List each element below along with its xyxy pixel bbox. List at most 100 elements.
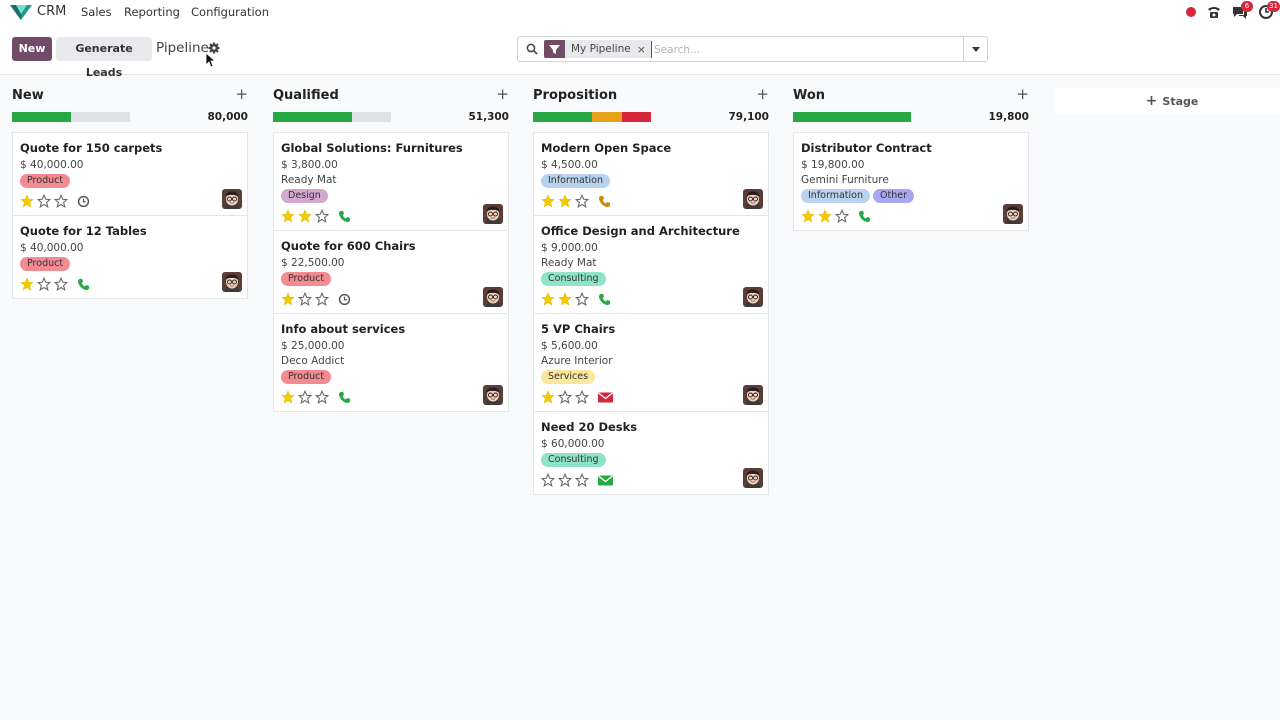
phone-icon[interactable] (338, 391, 351, 404)
kanban-card[interactable]: Quote for 150 carpets $ 40,000.00 Product (12, 132, 248, 216)
tag-badge: Consulting (541, 453, 606, 467)
gear-icon[interactable] (208, 42, 220, 54)
phone-icon[interactable] (598, 293, 611, 306)
star-empty-icon[interactable] (558, 390, 572, 404)
card-list: Modern Open Space $ 4,500.00 Information Of… (533, 132, 769, 495)
phone-icon[interactable] (858, 210, 871, 223)
star-empty-icon[interactable] (558, 473, 572, 487)
avatar[interactable] (743, 468, 763, 488)
phone-systray-icon[interactable] (1206, 4, 1222, 20)
star-empty-icon[interactable] (54, 194, 68, 208)
new-button[interactable]: New (12, 37, 52, 61)
star-filled-icon[interactable] (281, 292, 295, 306)
star-filled-icon[interactable] (541, 194, 555, 208)
menu-configuration[interactable]: Configuration (191, 5, 269, 19)
phone-icon[interactable] (77, 278, 90, 291)
progress-segment[interactable] (533, 112, 592, 122)
search-input[interactable] (651, 41, 961, 58)
star-empty-icon[interactable] (835, 209, 849, 223)
avatar[interactable] (743, 287, 763, 307)
star-empty-icon[interactable] (315, 209, 329, 223)
activity-clock-icon[interactable]: 31 (1258, 1, 1280, 20)
avatar[interactable] (743, 189, 763, 209)
star-empty-icon[interactable] (54, 277, 68, 291)
star-empty-icon[interactable] (575, 473, 589, 487)
star-empty-icon[interactable] (575, 390, 589, 404)
menu-reporting[interactable]: Reporting (124, 5, 180, 19)
star-filled-icon[interactable] (558, 194, 572, 208)
star-empty-icon[interactable] (575, 194, 589, 208)
star-empty-icon[interactable] (315, 390, 329, 404)
star-empty-icon[interactable] (575, 292, 589, 306)
column-quick-create-button[interactable]: + (756, 85, 769, 103)
avatar[interactable] (483, 385, 503, 405)
star-filled-icon[interactable] (541, 292, 555, 306)
star-filled-icon[interactable] (298, 209, 312, 223)
tag-badge: Information (541, 174, 610, 188)
kanban-card[interactable]: Distributor Contract $ 19,800.00 Gemini Fu… (793, 132, 1029, 231)
progress-segment[interactable] (592, 112, 622, 122)
star-filled-icon[interactable] (20, 277, 34, 291)
add-stage-button[interactable]: + Stage (1055, 88, 1280, 114)
star-filled-icon[interactable] (541, 390, 555, 404)
column-quick-create-button[interactable]: + (1016, 85, 1029, 103)
progress-segment[interactable] (273, 112, 353, 122)
menu-sales[interactable]: Sales (81, 5, 112, 19)
clock-icon[interactable] (77, 195, 90, 208)
star-empty-icon[interactable] (37, 277, 51, 291)
top-navbar: CRM Sales Reporting Configuration 6 31 (0, 0, 1280, 24)
column-progress-bar (273, 112, 391, 122)
app-name[interactable]: CRM (37, 4, 67, 19)
progress-segment[interactable] (793, 112, 911, 122)
generate-leads-button[interactable]: Generate Leads (56, 37, 152, 79)
phone-icon[interactable] (598, 195, 611, 208)
envelope-icon[interactable] (598, 391, 613, 404)
avatar[interactable] (483, 287, 503, 307)
star-filled-icon[interactable] (818, 209, 832, 223)
envelope-icon[interactable] (598, 474, 613, 487)
star-empty-icon[interactable] (315, 292, 329, 306)
column-quick-create-button[interactable]: + (496, 85, 509, 103)
kanban-card[interactable]: Modern Open Space $ 4,500.00 Information (533, 132, 769, 216)
crm-logo-icon[interactable] (10, 3, 32, 21)
star-empty-icon[interactable] (37, 194, 51, 208)
star-filled-icon[interactable] (281, 390, 295, 404)
avatar[interactable] (222, 272, 242, 292)
phone-icon[interactable] (338, 210, 351, 223)
kanban-card[interactable]: Info about services $ 25,000.00 Deco Addic… (273, 313, 509, 412)
kanban-card[interactable]: Office Design and Architecture $ 9,000.00… (533, 215, 769, 314)
filter-remove-button[interactable]: × (636, 42, 646, 56)
avatar[interactable] (483, 204, 503, 224)
progress-segment[interactable] (621, 112, 651, 122)
search-options-toggle[interactable] (963, 37, 987, 61)
card-footer (281, 291, 501, 307)
avatar[interactable] (222, 189, 242, 209)
filter-icon (544, 40, 565, 58)
kanban-card[interactable]: Quote for 600 Chairs $ 22,500.00 Product (273, 230, 509, 314)
star-filled-icon[interactable] (281, 209, 295, 223)
kanban-card[interactable]: Need 20 Desks $ 60,000.00 Consulting (533, 411, 769, 495)
column-quick-create-button[interactable]: + (235, 85, 248, 103)
star-empty-icon[interactable] (541, 473, 555, 487)
kanban-card[interactable]: 5 VP Chairs $ 5,600.00 Azure Interior Servi… (533, 313, 769, 412)
star-filled-icon[interactable] (558, 292, 572, 306)
star-empty-icon[interactable] (298, 390, 312, 404)
progress-segment[interactable] (12, 112, 71, 122)
search-bar: My Pipeline × (517, 36, 988, 62)
avatar[interactable] (1003, 204, 1023, 224)
chat-icon[interactable]: 6 (1232, 1, 1253, 20)
star-filled-icon[interactable] (20, 194, 34, 208)
column-title[interactable]: Won (793, 88, 826, 103)
clock-icon[interactable] (338, 293, 351, 306)
star-empty-icon[interactable] (298, 292, 312, 306)
column-title[interactable]: Qualified (273, 88, 339, 103)
column-total: 19,800 (988, 111, 1029, 123)
kanban-card[interactable]: Quote for 12 Tables $ 40,000.00 Product (12, 215, 248, 299)
star-filled-icon[interactable] (801, 209, 815, 223)
column-title[interactable]: Proposition (533, 88, 618, 103)
recording-dot-icon[interactable] (1186, 7, 1196, 17)
column-title[interactable]: New (12, 88, 44, 103)
avatar[interactable] (743, 385, 763, 405)
kanban-card[interactable]: Global Solutions: Furnitures $ 3,800.00 Re… (273, 132, 509, 231)
card-footer (541, 389, 761, 405)
